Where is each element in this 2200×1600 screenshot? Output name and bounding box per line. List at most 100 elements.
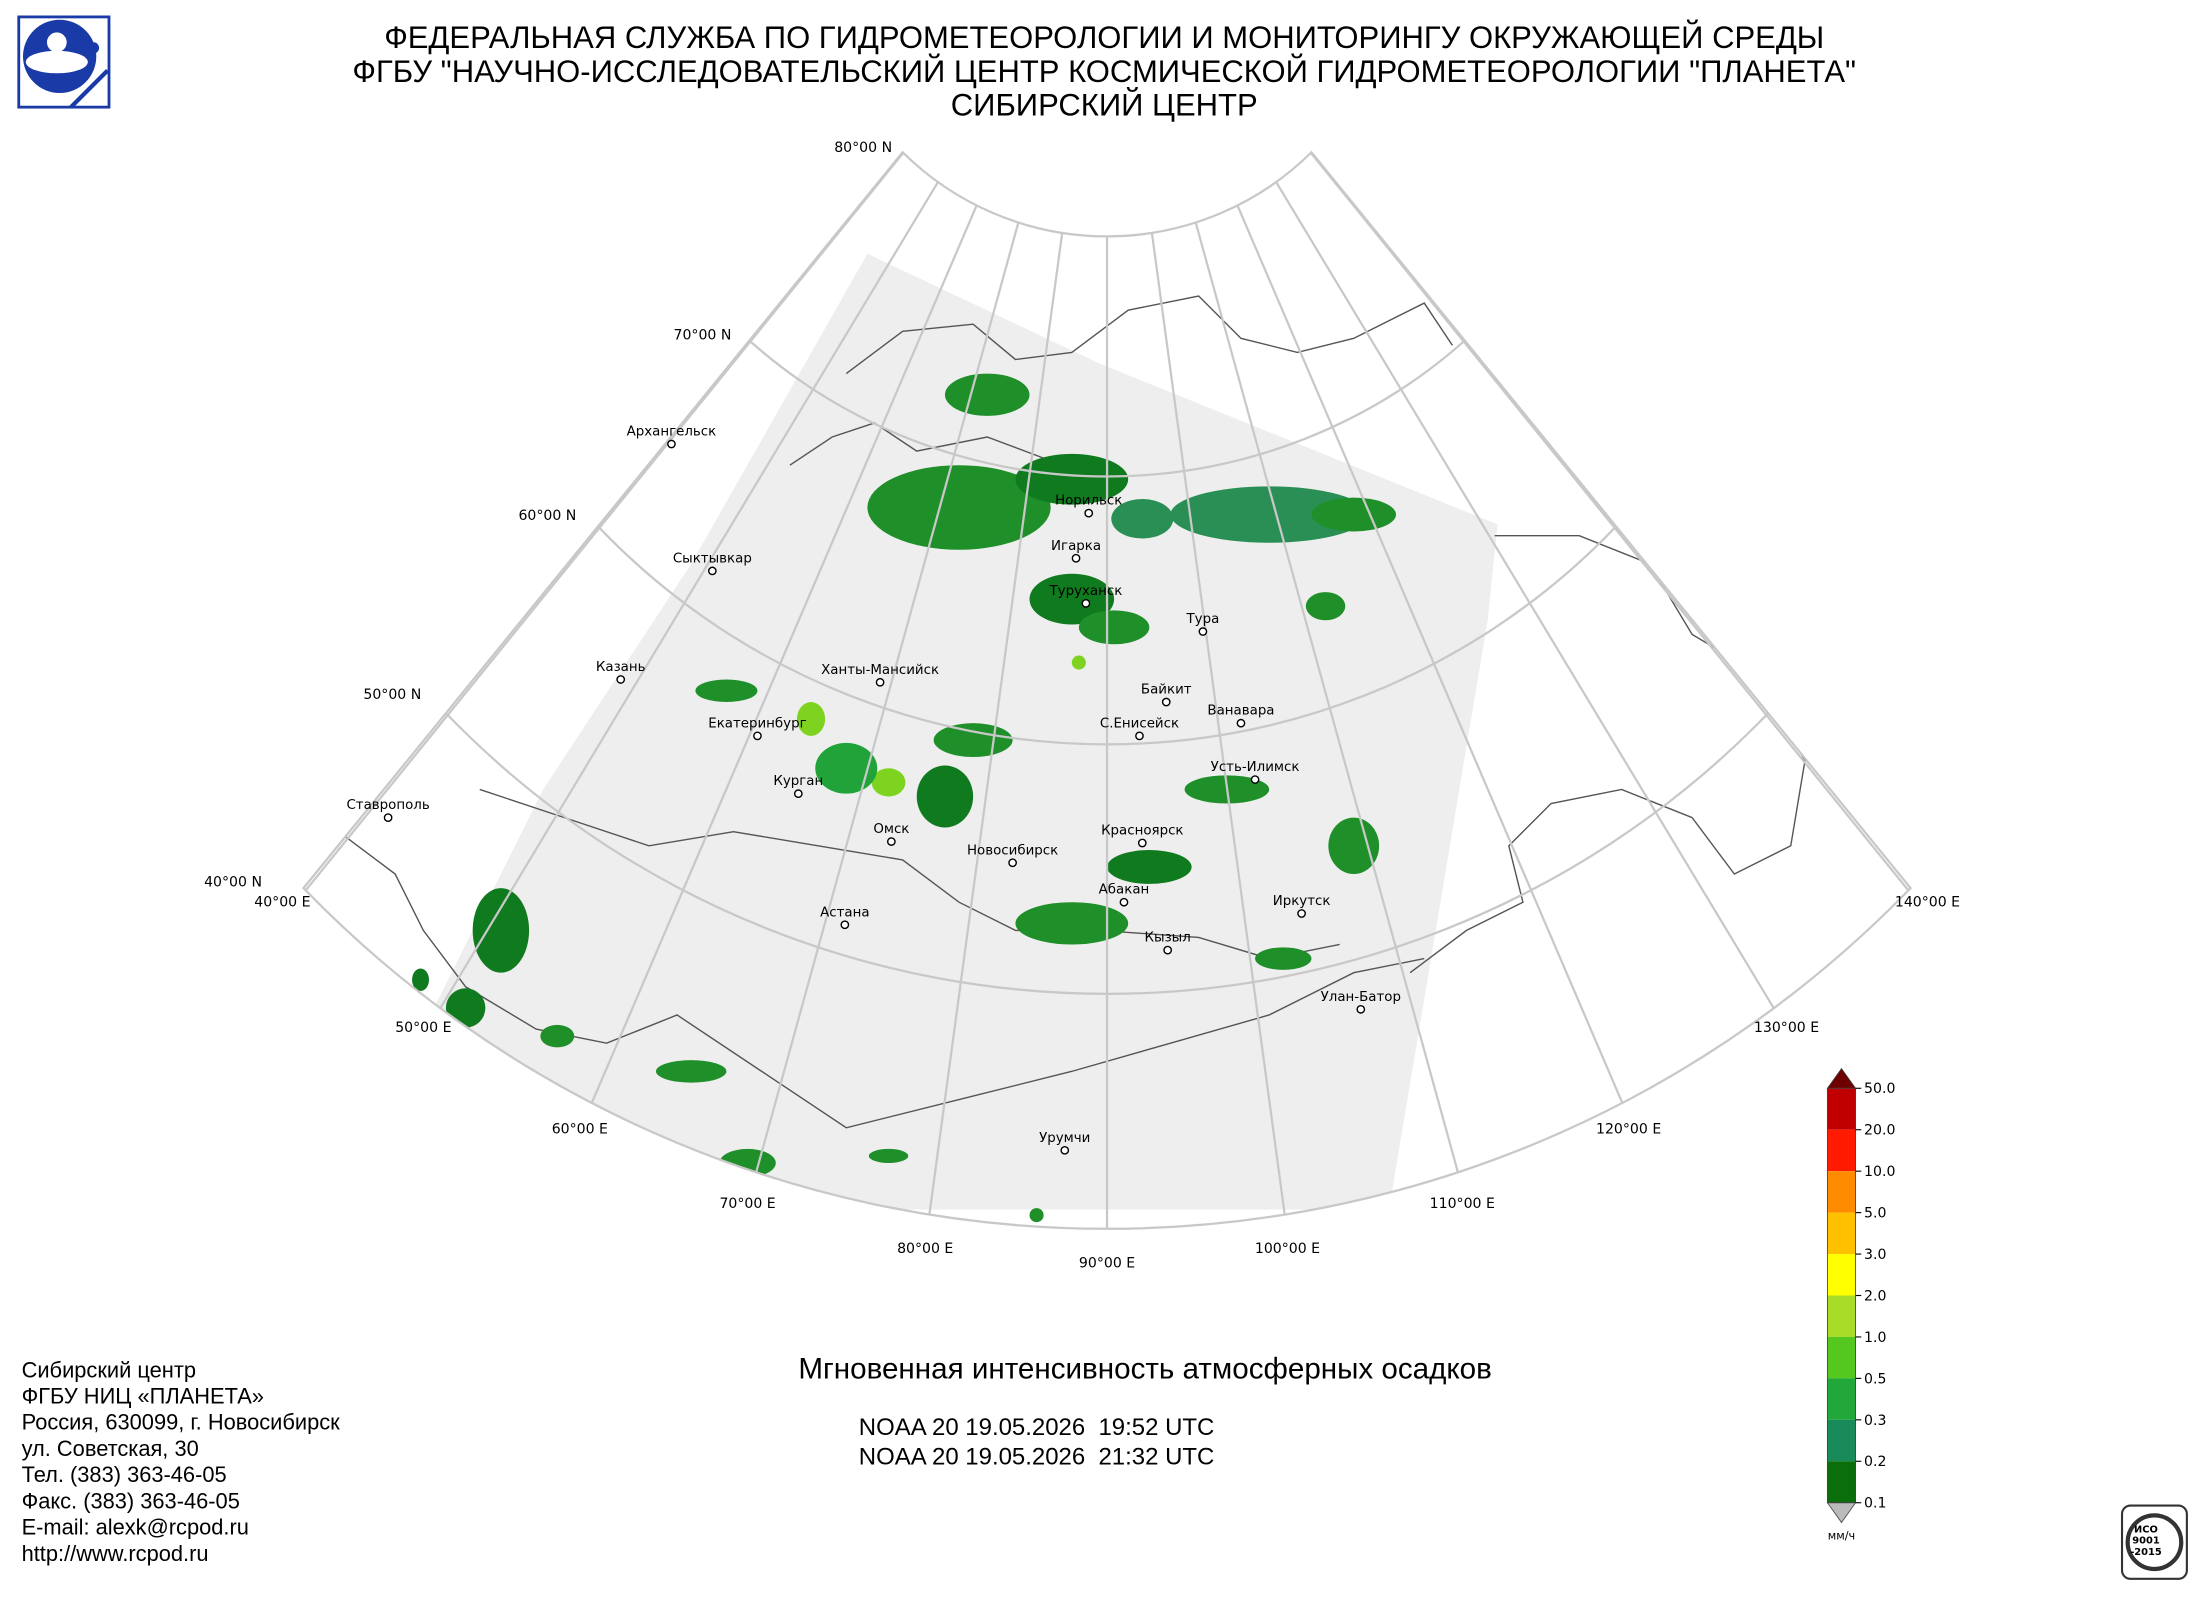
city-marker xyxy=(793,789,803,799)
meridian-label: 50°00 E xyxy=(395,1020,451,1036)
city-label: Ванавара xyxy=(1207,704,1274,719)
city-marker xyxy=(1081,598,1091,608)
city-marker xyxy=(753,731,762,741)
meridian-line xyxy=(424,152,1074,1035)
colorbar-label: 2.0 xyxy=(1864,1288,1886,1304)
colorbar-segment xyxy=(1827,1088,1856,1130)
colorbar-segment xyxy=(1827,1419,1856,1462)
city-label: Абакан xyxy=(1099,882,1150,898)
certificate-line: -2015 xyxy=(2130,1547,2162,1558)
city-label: Красноярск xyxy=(1101,824,1183,839)
colorbar-label: 0.2 xyxy=(1864,1454,1886,1470)
contact-line: Факс. (383) 363-46-05 xyxy=(22,1488,240,1513)
contact-line: E-mail: alexk@rcpod.ru xyxy=(22,1515,249,1540)
meridian-label: 40°00 E xyxy=(254,894,310,910)
city-marker xyxy=(707,566,717,576)
colorbar-label: 0.1 xyxy=(1864,1496,1886,1512)
colorbar-segment xyxy=(1827,1295,1856,1337)
colorbar-label: 0.3 xyxy=(1864,1413,1886,1429)
city-marker xyxy=(1198,627,1208,636)
colorbar-segment xyxy=(1827,1254,1856,1296)
satellite-pass: NOAA 20 19.05.2026 21:32 UTC xyxy=(859,1444,1215,1471)
coastline xyxy=(338,295,1806,1129)
city-marker xyxy=(840,920,850,930)
parallel-label: 70°00 N xyxy=(674,328,732,344)
satellite-pass: NOAA 20 19.05.2026 19:52 UTC xyxy=(859,1414,1215,1441)
city-label: Урумчи xyxy=(1039,1131,1090,1146)
city-marker xyxy=(1008,858,1017,868)
colorbar-segment xyxy=(1827,1171,1856,1213)
city-label: Астана xyxy=(820,905,869,920)
city-marker xyxy=(1119,897,1129,907)
parallel-label: 60°00 N xyxy=(518,508,576,524)
city-marker xyxy=(1084,508,1094,518)
meridian-label: 120°00 E xyxy=(1596,1121,1661,1137)
meridian-label: 100°00 E xyxy=(1255,1241,1320,1257)
meridian-line xyxy=(1147,152,1911,912)
contact-line: Россия, 630099, г. Новосибирск xyxy=(22,1410,341,1435)
city-marker xyxy=(1137,838,1147,848)
meridian-label: 140°00 E xyxy=(1895,894,1960,910)
city-label: Кызыл xyxy=(1145,931,1191,946)
meridian-label: 110°00 E xyxy=(1430,1196,1495,1212)
colorbar-segment xyxy=(1827,1461,1856,1503)
header-line: ФЕДЕРАЛЬНАЯ СЛУЖБА ПО ГИДРОМЕТЕОРОЛОГИИ … xyxy=(384,19,1824,55)
parallel-label: 50°00 N xyxy=(363,687,421,703)
meridian-line xyxy=(1140,152,1791,1035)
certificate-line: 9001 xyxy=(2132,1536,2160,1547)
colorbar-label: 1.0 xyxy=(1864,1330,1886,1346)
map-frame xyxy=(302,150,1913,1230)
colorbar-label: 0.5 xyxy=(1864,1371,1886,1387)
city-label: Игарка xyxy=(1051,539,1101,554)
city-marker xyxy=(383,813,393,822)
contact-line: ФГБУ НИЦ «ПЛАНЕТА» xyxy=(22,1383,264,1408)
city-label: Архангельск xyxy=(627,425,717,440)
colorbar-label: 20.0 xyxy=(1864,1123,1895,1139)
parallel-label: 40°00 N xyxy=(204,875,262,891)
city-label: Байкит xyxy=(1141,683,1192,698)
city-label: Курган xyxy=(773,774,823,789)
city-label: Тура xyxy=(1186,612,1220,627)
header: ФЕДЕРАЛЬНАЯ СЛУЖБА ПО ГИДРОМЕТЕОРОЛОГИИ … xyxy=(352,19,1856,123)
parallel-label: 80°00 N xyxy=(834,140,892,156)
colorbar-unit: мм/ч xyxy=(1828,1529,1855,1542)
colorbar-label: 50.0 xyxy=(1864,1081,1895,1097)
colorbar-label: 10.0 xyxy=(1864,1164,1895,1180)
colorbar-segment xyxy=(1827,1129,1856,1172)
city-label: Иркутск xyxy=(1273,894,1331,909)
colorbar-segment xyxy=(1827,1336,1856,1379)
city-label: Ханты-Мансийск xyxy=(821,663,939,678)
city-marker xyxy=(1297,909,1306,918)
caption-title: Мгновенная интенсивность атмосферных оса… xyxy=(798,1353,1492,1386)
map-labels: 40°00 E 50°00 E 60°00 E 70°00 E 80°00 E 90°00… xyxy=(204,140,1960,1271)
caption: Мгновенная интенсивность атмосферных оса… xyxy=(798,1353,1492,1471)
city-marker xyxy=(1161,697,1171,707)
city-label: Екатеринбург xyxy=(708,715,806,731)
map: 40°00 E 50°00 E 60°00 E 70°00 E 80°00 E 90°00… xyxy=(204,140,1960,1271)
city-label: Улан-Батор xyxy=(1321,990,1401,1005)
contact-line: Тел. (383) 363-46-05 xyxy=(22,1462,227,1487)
certificate-line: ИСО xyxy=(2134,1524,2158,1535)
meridian-label: 90°00 E xyxy=(1079,1255,1135,1271)
contact-line: http://www.rcpod.ru xyxy=(22,1541,209,1566)
colorbar-segment xyxy=(1827,1378,1856,1420)
city-label: Усть-Илимск xyxy=(1211,760,1300,775)
colorbar-label: 3.0 xyxy=(1864,1247,1886,1263)
city-marker xyxy=(667,439,676,449)
city-label: Казань xyxy=(596,660,646,675)
logo xyxy=(17,15,111,109)
meridian-label: 130°00 E xyxy=(1754,1020,1819,1036)
city-marker xyxy=(1135,731,1144,741)
colorbar-label: 5.0 xyxy=(1864,1206,1886,1222)
precipitation xyxy=(412,373,1397,1223)
city-marker xyxy=(886,837,896,846)
city-marker xyxy=(1356,1004,1366,1014)
meridian-label: 70°00 E xyxy=(719,1196,775,1212)
meridian-line xyxy=(303,152,1068,912)
city-label: Ставрополь xyxy=(346,798,429,813)
city-marker xyxy=(616,675,626,684)
city-marker xyxy=(1071,553,1081,563)
